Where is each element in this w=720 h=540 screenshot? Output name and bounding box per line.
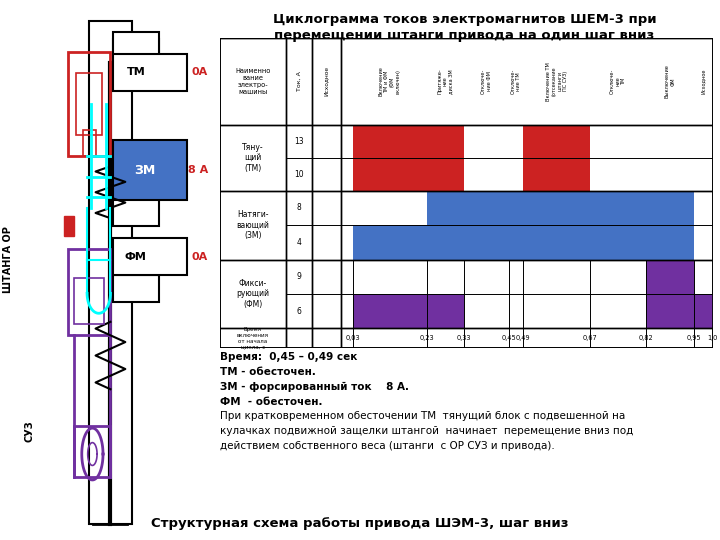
Bar [523, 125, 590, 191]
Bar [353, 225, 694, 260]
Bar [427, 191, 694, 225]
Bar [112, 199, 159, 226]
Text: 0,03: 0,03 [346, 335, 360, 341]
Bar [112, 275, 159, 302]
Text: 0А: 0А [192, 252, 208, 261]
Text: 0,23: 0,23 [420, 335, 434, 341]
Bar [353, 294, 464, 328]
Text: Отключе-
ние
ТМ: Отключе- ние ТМ [610, 69, 626, 94]
Bar [112, 140, 187, 200]
Text: действием собственного веса (штанги  с ОР СУЗ и привода).: действием собственного веса (штанги с ОР… [220, 441, 554, 451]
Bar [646, 294, 713, 328]
Text: 8: 8 [297, 204, 302, 212]
Text: Исходное: Исходное [324, 66, 329, 96]
Bar [76, 73, 102, 135]
Bar [112, 39, 159, 63]
Text: 10: 10 [294, 170, 304, 179]
Text: Отключе-
ние ФМ: Отключе- ние ФМ [481, 69, 492, 94]
Bar [89, 21, 132, 524]
Text: 0,33: 0,33 [456, 335, 471, 341]
Bar [646, 260, 694, 294]
Text: Структурная схема работы привода ШЭМ-3, шаг вниз: Структурная схема работы привода ШЭМ-3, … [151, 517, 569, 530]
Text: ФМ: ФМ [125, 252, 147, 261]
Text: Наименно
вание
электро-
машины: Наименно вание электро- машины [235, 68, 271, 95]
Text: 0,82: 0,82 [639, 335, 653, 341]
Text: 13: 13 [294, 137, 304, 146]
Text: Включение
ТМ и ФМ
(ФМ
включен): Включение ТМ и ФМ (ФМ включен) [379, 66, 401, 96]
Text: 6: 6 [297, 307, 302, 315]
Bar [64, 215, 74, 237]
Text: Натяги-
вающий
(ЗМ): Натяги- вающий (ЗМ) [236, 210, 269, 240]
Bar [74, 426, 110, 477]
Text: При кратковременном обесточении ТМ  тянущий блок с подвешенной на: При кратковременном обесточении ТМ тянущ… [220, 411, 625, 422]
Text: Время
включения
от начала
цикла, с: Время включения от начала цикла, с [237, 327, 269, 349]
Bar [112, 54, 187, 91]
Text: ШТАНГА ОР: ШТАНГА ОР [4, 226, 14, 293]
Text: 9: 9 [297, 272, 302, 281]
Text: ЗМ: ЗМ [134, 164, 155, 177]
Text: ТМ: ТМ [127, 68, 145, 77]
Text: Тяну-
щий
(ТМ): Тяну- щий (ТМ) [242, 143, 264, 173]
Text: ТМ - обесточен.: ТМ - обесточен. [220, 367, 315, 377]
Text: ЗМ - форсированный ток    8 А.: ЗМ - форсированный ток 8 А. [220, 382, 409, 392]
Bar [74, 278, 104, 325]
Bar [112, 238, 187, 275]
Text: 4: 4 [297, 238, 302, 247]
Text: 0,67: 0,67 [583, 335, 598, 341]
Text: Ток, А: Ток, А [297, 71, 302, 91]
Bar [353, 125, 464, 191]
Text: Притяже-
ние
диска ЗМ: Притяже- ние диска ЗМ [437, 69, 454, 94]
Text: кулачках подвижной защелки штангой  начинает  перемещение вниз под: кулачках подвижной защелки штангой начин… [220, 427, 633, 436]
Text: 0,49: 0,49 [516, 335, 531, 341]
Text: Исходное: Исходное [701, 69, 706, 94]
Text: Время:  0,45 – 0,49 сек: Время: 0,45 – 0,49 сек [220, 352, 357, 362]
Text: Выключение
ФМ: Выключение ФМ [665, 64, 675, 98]
Text: Циклограмма токов электромагнитов ШЕМ-3 при
перемещении штанги привода на один ш: Циклограмма токов электромагнитов ШЕМ-3 … [273, 14, 656, 42]
Text: 8 А: 8 А [188, 165, 208, 175]
Bar [83, 130, 96, 156]
Bar [68, 249, 110, 335]
Text: СУЗ: СУЗ [24, 420, 35, 442]
Text: 0,95: 0,95 [687, 335, 701, 341]
Text: 1,0: 1,0 [708, 335, 718, 341]
Text: ФМ  - обесточен.: ФМ - обесточен. [220, 396, 322, 407]
Bar [68, 52, 110, 156]
Bar [112, 31, 159, 55]
Text: Отключе-
ние ТМ: Отключе- ние ТМ [510, 69, 521, 94]
Text: 0А: 0А [192, 68, 208, 77]
Text: Фикси-
рующий
(ФМ): Фикси- рующий (ФМ) [236, 279, 269, 309]
Text: Включение ТМ
(отсекание
штанги
ПС СУЗ): Включение ТМ (отсекание штанги ПС СУЗ) [546, 62, 568, 100]
Text: 0,45: 0,45 [501, 335, 516, 341]
